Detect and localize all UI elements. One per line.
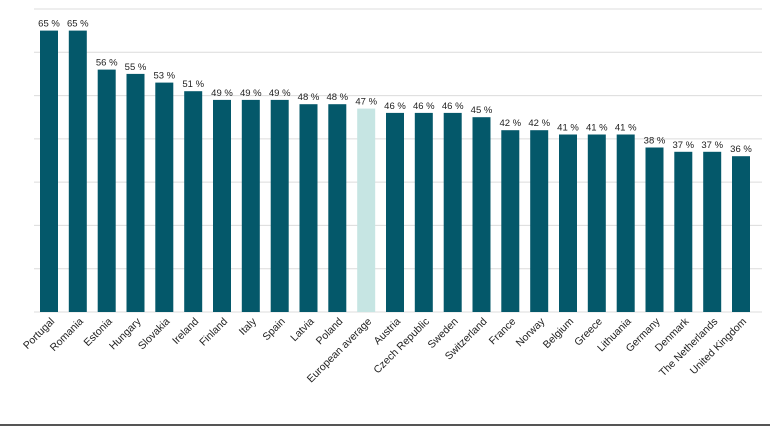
data-label: 37 % bbox=[701, 140, 723, 151]
data-label: 46 % bbox=[442, 101, 464, 112]
data-label: 55 % bbox=[125, 62, 147, 73]
data-label: 47 % bbox=[355, 97, 377, 108]
bar bbox=[386, 112, 404, 313]
data-label: 42 % bbox=[528, 118, 550, 129]
bar bbox=[40, 30, 58, 312]
tick-label: Slovakia bbox=[136, 316, 173, 353]
data-label: 38 % bbox=[644, 136, 666, 147]
data-label: 42 % bbox=[499, 118, 521, 129]
data-label: 46 % bbox=[384, 101, 406, 112]
data-label: 48 % bbox=[326, 92, 348, 103]
bar bbox=[616, 134, 635, 312]
bar bbox=[270, 99, 289, 313]
bar bbox=[559, 134, 577, 312]
data-label: 65 % bbox=[67, 19, 89, 30]
data-label: 37 % bbox=[672, 140, 694, 151]
bar bbox=[155, 82, 174, 312]
data-label: 49 % bbox=[240, 88, 262, 99]
bar bbox=[97, 69, 116, 312]
bar bbox=[703, 151, 722, 312]
bar bbox=[645, 147, 664, 312]
bar bbox=[357, 108, 376, 312]
bar bbox=[587, 134, 606, 312]
tick-label: Belgium bbox=[541, 315, 576, 350]
data-label: 46 % bbox=[413, 101, 435, 112]
bar bbox=[530, 130, 549, 312]
bar bbox=[472, 117, 491, 312]
bar bbox=[299, 104, 318, 312]
bar bbox=[184, 91, 203, 312]
bar bbox=[328, 104, 347, 312]
data-label: 56 % bbox=[96, 58, 118, 69]
bar bbox=[68, 30, 87, 312]
tick-label: France bbox=[487, 316, 519, 348]
tick-label: Italy bbox=[237, 315, 260, 338]
data-label: 51 % bbox=[182, 79, 204, 90]
bar bbox=[241, 99, 260, 313]
tick-label: Finland bbox=[197, 316, 230, 349]
data-label: 36 % bbox=[730, 144, 752, 155]
bar bbox=[732, 156, 750, 312]
data-label: 65 % bbox=[38, 19, 60, 30]
bar bbox=[126, 73, 145, 313]
data-labels: 65 % 65 % 56 % 55 % 53 % 51 % 49 % 49 % 49 % 48 %… bbox=[38, 19, 752, 156]
data-label: 49 % bbox=[211, 88, 233, 99]
data-label: 48 % bbox=[298, 92, 320, 103]
data-label: 49 % bbox=[269, 88, 291, 99]
data-label: 41 % bbox=[557, 123, 579, 134]
bars bbox=[40, 30, 750, 313]
tick-label: Spain bbox=[260, 316, 288, 344]
data-label: 53 % bbox=[153, 71, 175, 82]
bar bbox=[414, 112, 433, 313]
tick-label: Latvia bbox=[288, 316, 316, 344]
bar bbox=[443, 112, 462, 313]
bottom-divider bbox=[0, 424, 770, 426]
bar bbox=[213, 99, 231, 313]
category-tick-labels: PortugalRomaniaEstoniaHungarySlovakiaIre… bbox=[21, 315, 749, 385]
data-label: 45 % bbox=[471, 105, 493, 116]
bar bbox=[674, 151, 693, 312]
data-label: 41 % bbox=[615, 123, 637, 134]
tick-label: Ireland bbox=[170, 316, 201, 347]
data-label: 41 % bbox=[586, 123, 608, 134]
bar bbox=[501, 130, 520, 312]
